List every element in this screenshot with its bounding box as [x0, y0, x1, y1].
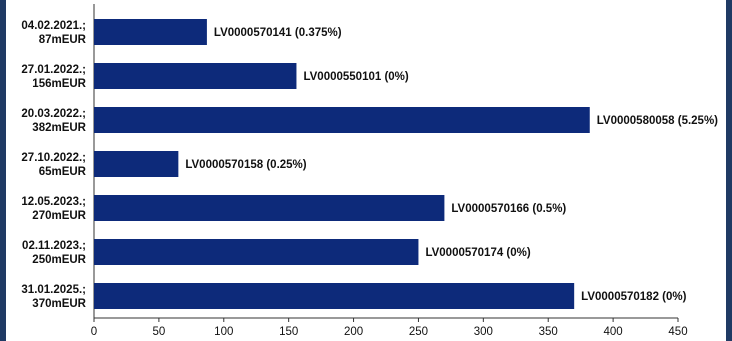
bar-5 [94, 195, 445, 221]
category-label-line: 65mEUR [39, 166, 87, 178]
category-label-5: 12.05.2023.; 270mEUR [21, 196, 86, 222]
data-label-6: LV0000570174 (0%) [425, 247, 530, 259]
category-label-line: 31.01.2025.; [21, 284, 86, 296]
data-label-3: LV0000580058 (5.25%) [597, 115, 718, 127]
x-tick-label: 50 [152, 326, 165, 338]
bar-2 [94, 63, 297, 89]
category-label-7: 31.01.2025.; 370mEUR [21, 284, 86, 310]
category-label-line: 270mEUR [32, 210, 86, 222]
bar-1 [94, 19, 207, 45]
category-label-2: 27.01.2022.; 156mEUR [21, 64, 86, 90]
bar-3 [94, 107, 590, 133]
category-label-6: 02.11.2023.; 250mEUR [22, 240, 87, 266]
x-tick-label: 0 [91, 326, 97, 338]
category-label-line: 156mEUR [32, 78, 86, 90]
category-label-line: 370mEUR [32, 298, 86, 310]
x-tick-label: 150 [279, 326, 298, 338]
x-tick-label: 400 [604, 326, 623, 338]
bar-4 [94, 151, 179, 177]
category-label-line: 87mEUR [39, 34, 87, 46]
x-tick-label: 300 [474, 326, 493, 338]
category-label-line: 04.02.2021.; [21, 20, 86, 32]
category-label-line: 12.05.2023.; [21, 196, 86, 208]
category-label-line: 02.11.2023.; [22, 240, 86, 252]
category-label-line: 27.01.2022.; [21, 64, 86, 76]
data-label-7: LV0000570182 (0%) [581, 291, 686, 303]
data-label-2: LV0000550101 (0%) [303, 71, 408, 83]
category-label-4: 27.10.2022.; 65mEUR [21, 152, 86, 178]
data-label-5: LV0000570166 (0.5%) [451, 203, 566, 215]
bar-6 [94, 239, 419, 265]
category-label-line: 20.03.2022.; [21, 108, 86, 120]
data-label-4: LV0000570158 (0.25%) [185, 159, 306, 171]
x-tick-label: 450 [668, 326, 687, 338]
x-tick-label: 200 [344, 326, 363, 338]
data-label-1: LV0000570141 (0.375%) [214, 27, 342, 39]
x-tick-label: 250 [409, 326, 428, 338]
x-tick-label: 350 [539, 326, 558, 338]
category-label-line: 250mEUR [32, 254, 86, 266]
category-label-3: 20.03.2022.; 382mEUR [21, 108, 86, 134]
x-tick-label: 100 [214, 326, 233, 338]
category-label-1: 04.02.2021.; 87mEUR [21, 20, 86, 46]
category-label-line: 27.10.2022.; [21, 152, 86, 164]
category-label-line: 382mEUR [32, 122, 86, 134]
bar-7 [94, 283, 575, 309]
